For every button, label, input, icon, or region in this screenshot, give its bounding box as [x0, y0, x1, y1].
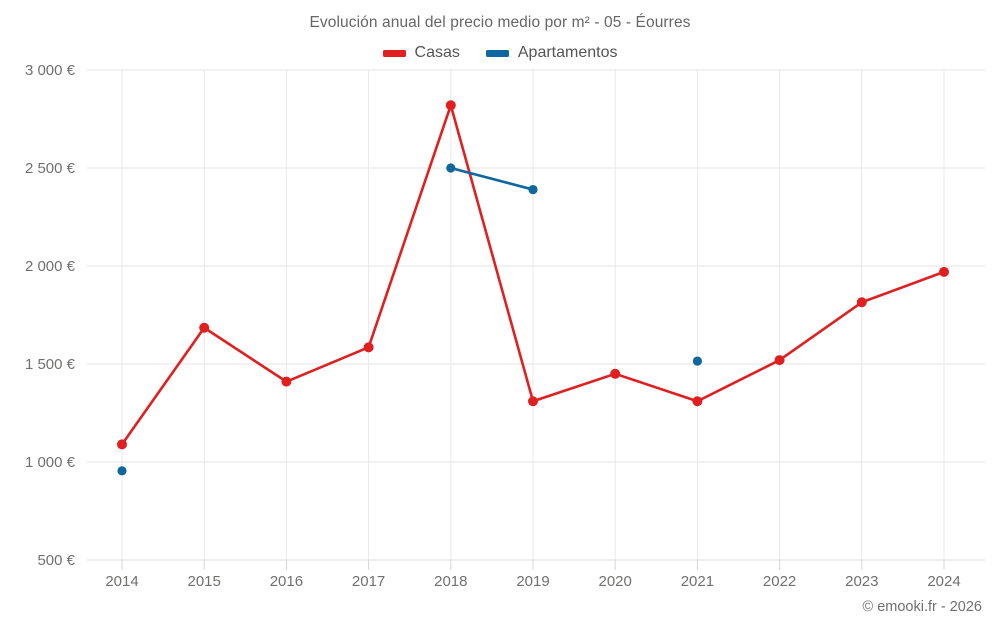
- x-axis-tick-label: 2019: [516, 573, 549, 590]
- data-point[interactable]: [446, 163, 456, 173]
- data-point[interactable]: [363, 342, 374, 353]
- x-axis-tick-label: 2016: [270, 573, 303, 590]
- y-axis-tick-label: 1 000 €: [25, 454, 76, 471]
- data-point[interactable]: [445, 100, 456, 111]
- data-point[interactable]: [199, 322, 210, 333]
- x-axis-tick-label: 2024: [927, 573, 960, 590]
- series-line: [449, 166, 535, 191]
- y-axis-tick-label: 1 500 €: [25, 356, 76, 373]
- x-axis-tick-label: 2014: [105, 573, 138, 590]
- data-point[interactable]: [528, 184, 538, 195]
- legend-label-casas: Casas: [414, 44, 460, 61]
- data-point[interactable]: [528, 396, 538, 407]
- legend-label-apartamentos: Apartamentos: [517, 44, 618, 61]
- chart-legend: Casas Apartamentos: [0, 44, 1000, 62]
- legend-item-casas[interactable]: Casas: [382, 44, 460, 62]
- chart-title: Evolución anual del precio medio por m² …: [309, 14, 691, 31]
- legend-swatch-apartamentos: [485, 49, 509, 57]
- y-axis-tick-label: 500 €: [37, 552, 75, 569]
- data-point[interactable]: [692, 396, 703, 407]
- data-point[interactable]: [856, 297, 867, 308]
- data-point[interactable]: [774, 355, 785, 366]
- data-series-layer: [117, 100, 949, 476]
- x-axis-tick-label: 2018: [434, 573, 467, 590]
- x-axis-tick-label: 2023: [845, 573, 878, 590]
- chart-credit: © emooki.fr - 2026: [862, 599, 982, 615]
- x-axis-tick-label: 2015: [188, 573, 221, 590]
- data-point[interactable]: [610, 368, 621, 379]
- y-axis-tick-label: 2 000 €: [25, 258, 76, 275]
- data-series-apartamentos: [117, 163, 703, 476]
- data-series-casas: [117, 100, 949, 450]
- legend-swatch-casas: [382, 49, 406, 57]
- y-axis-ticks: 500 € 1 000 € 1 500 € 2 000 € 2 500 € 3 000 €: [25, 62, 76, 569]
- grid-lines: [87, 69, 985, 561]
- data-point[interactable]: [692, 356, 703, 366]
- x-axis-tick-label: 2017: [352, 573, 385, 590]
- data-point[interactable]: [117, 466, 127, 476]
- data-point[interactable]: [281, 376, 292, 387]
- x-axis-tick-label: 2022: [763, 573, 796, 590]
- x-axis-ticks: 2014 2015 2016 2017 2018 2019 2020 2021 2022 2023…: [105, 560, 961, 590]
- y-axis-tick-label: 2 500 €: [25, 160, 76, 177]
- x-axis-tick-label: 2021: [681, 573, 714, 590]
- y-axis-tick-label: 3 000 €: [25, 62, 76, 79]
- data-point[interactable]: [939, 266, 949, 277]
- x-axis-tick-label: 2020: [599, 573, 632, 590]
- legend-item-apartamentos[interactable]: Apartamentos: [485, 44, 618, 62]
- data-point[interactable]: [117, 439, 127, 450]
